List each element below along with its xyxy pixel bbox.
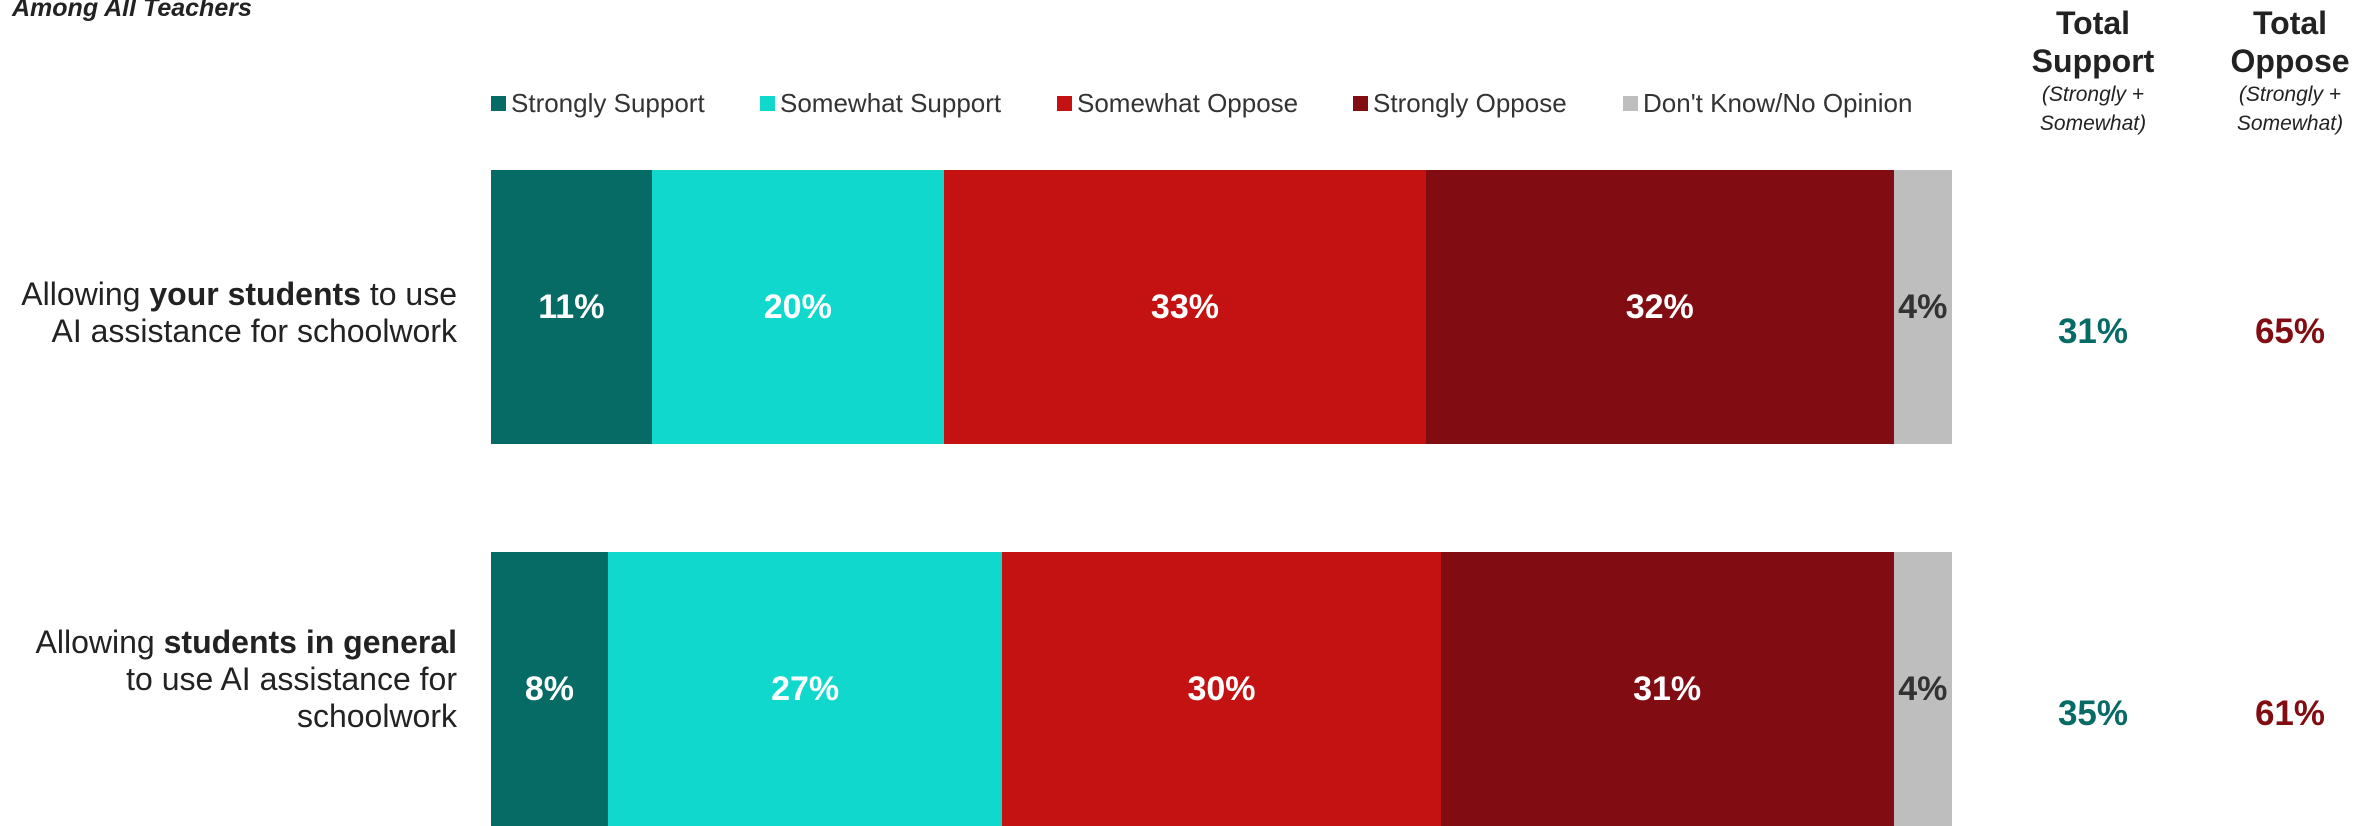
stacked-bar-row-1: 11% 20% 33% 32% 4%: [491, 170, 1952, 444]
data-label: 11%: [538, 287, 605, 326]
legend-item-somewhat-oppose: Somewhat Oppose: [1057, 88, 1298, 119]
legend-item-dont-know: Don't Know/No Opinion: [1623, 88, 1912, 119]
bar-segment-dont-know: 4%: [1893, 170, 1952, 444]
total-oppose-title-line1: Total: [2252, 5, 2328, 41]
bar-segment-somewhat-support: 20%: [651, 170, 944, 444]
legend-swatch: [760, 96, 775, 111]
row-label-bold: your students: [149, 276, 361, 312]
legend-label: Strongly Oppose: [1373, 88, 1567, 118]
data-label: 32%: [1625, 287, 1694, 326]
total-support-title-line1: Total: [2055, 5, 2131, 41]
legend-swatch: [1623, 96, 1638, 111]
data-label: 33%: [1150, 287, 1219, 326]
total-support-value: 31%: [2057, 312, 2129, 351]
total-support-header: Total Support (Strongly + Somewhat): [1993, 4, 2193, 138]
row-label-1: Allowing your students to use AI assista…: [0, 276, 457, 350]
row-label-line: Allowing students in general: [0, 624, 457, 661]
data-label: 4%: [1898, 287, 1948, 326]
bar-segment-dont-know: 4%: [1893, 552, 1952, 826]
data-label: 20%: [763, 287, 832, 326]
data-label: 4%: [1898, 669, 1948, 708]
total-oppose-value: 61%: [2254, 694, 2326, 733]
total-oppose-sub-line2: Somewhat): [2236, 112, 2344, 135]
bar-segment-strongly-oppose: 31%: [1440, 552, 1894, 826]
row-label-text: Allowing: [21, 276, 150, 312]
chart-subtitle: Among All Teachers: [12, 0, 252, 22]
total-support-sub-line1: (Strongly +: [2041, 83, 2145, 106]
row-label-line: AI assistance for schoolwork: [51, 313, 458, 349]
bar-segment-somewhat-oppose: 33%: [943, 170, 1427, 444]
total-support-value: 35%: [2057, 694, 2129, 733]
data-label: 8%: [524, 669, 574, 708]
legend-item-somewhat-support: Somewhat Support: [760, 88, 1001, 119]
row-label-text: to use: [360, 276, 457, 312]
legend-label: Somewhat Support: [780, 88, 1002, 118]
legend-swatch: [1353, 96, 1368, 111]
row-label-2: Allowing students in general to use AI a…: [0, 624, 457, 735]
total-oppose-sub-line1: (Strongly +: [2238, 83, 2342, 106]
row-label-text: Allowing: [35, 624, 164, 660]
bar-segment-somewhat-support: 27%: [607, 552, 1003, 826]
total-support-title-line2: Support: [2031, 43, 2155, 79]
bar-segment-somewhat-oppose: 30%: [1002, 552, 1441, 826]
legend-label: Strongly Support: [511, 88, 705, 118]
bar-segment-strongly-oppose: 32%: [1426, 170, 1894, 444]
total-support-sub-line2: Somewhat): [2039, 112, 2147, 135]
bar-segment-strongly-support: 11%: [491, 170, 652, 444]
total-oppose-value: 65%: [2254, 312, 2326, 351]
legend-swatch: [1057, 96, 1072, 111]
data-label: 31%: [1633, 669, 1702, 708]
chart-legend: Strongly Support Somewhat Support Somewh…: [491, 88, 1971, 124]
stacked-bar-row-2: 8% 27% 30% 31% 4%: [491, 552, 1952, 826]
row-label-bold: students in general: [163, 624, 457, 660]
bar-segment-strongly-support: 8%: [491, 552, 608, 826]
legend-item-strongly-support: Strongly Support: [491, 88, 705, 119]
row-label-line: Allowing your students to use: [0, 276, 457, 313]
total-oppose-header: Total Oppose (Strongly + Somewhat): [2190, 4, 2379, 138]
legend-item-strongly-oppose: Strongly Oppose: [1353, 88, 1567, 119]
data-label: 30%: [1187, 669, 1256, 708]
data-label: 27%: [771, 669, 840, 708]
legend-swatch: [491, 96, 506, 111]
legend-label: Somewhat Oppose: [1077, 88, 1299, 118]
legend-label: Don't Know/No Opinion: [1643, 88, 1913, 118]
total-oppose-title-line2: Oppose: [2230, 43, 2350, 79]
row-label-line: schoolwork: [296, 698, 457, 734]
row-label-line: to use AI assistance for: [126, 661, 457, 697]
